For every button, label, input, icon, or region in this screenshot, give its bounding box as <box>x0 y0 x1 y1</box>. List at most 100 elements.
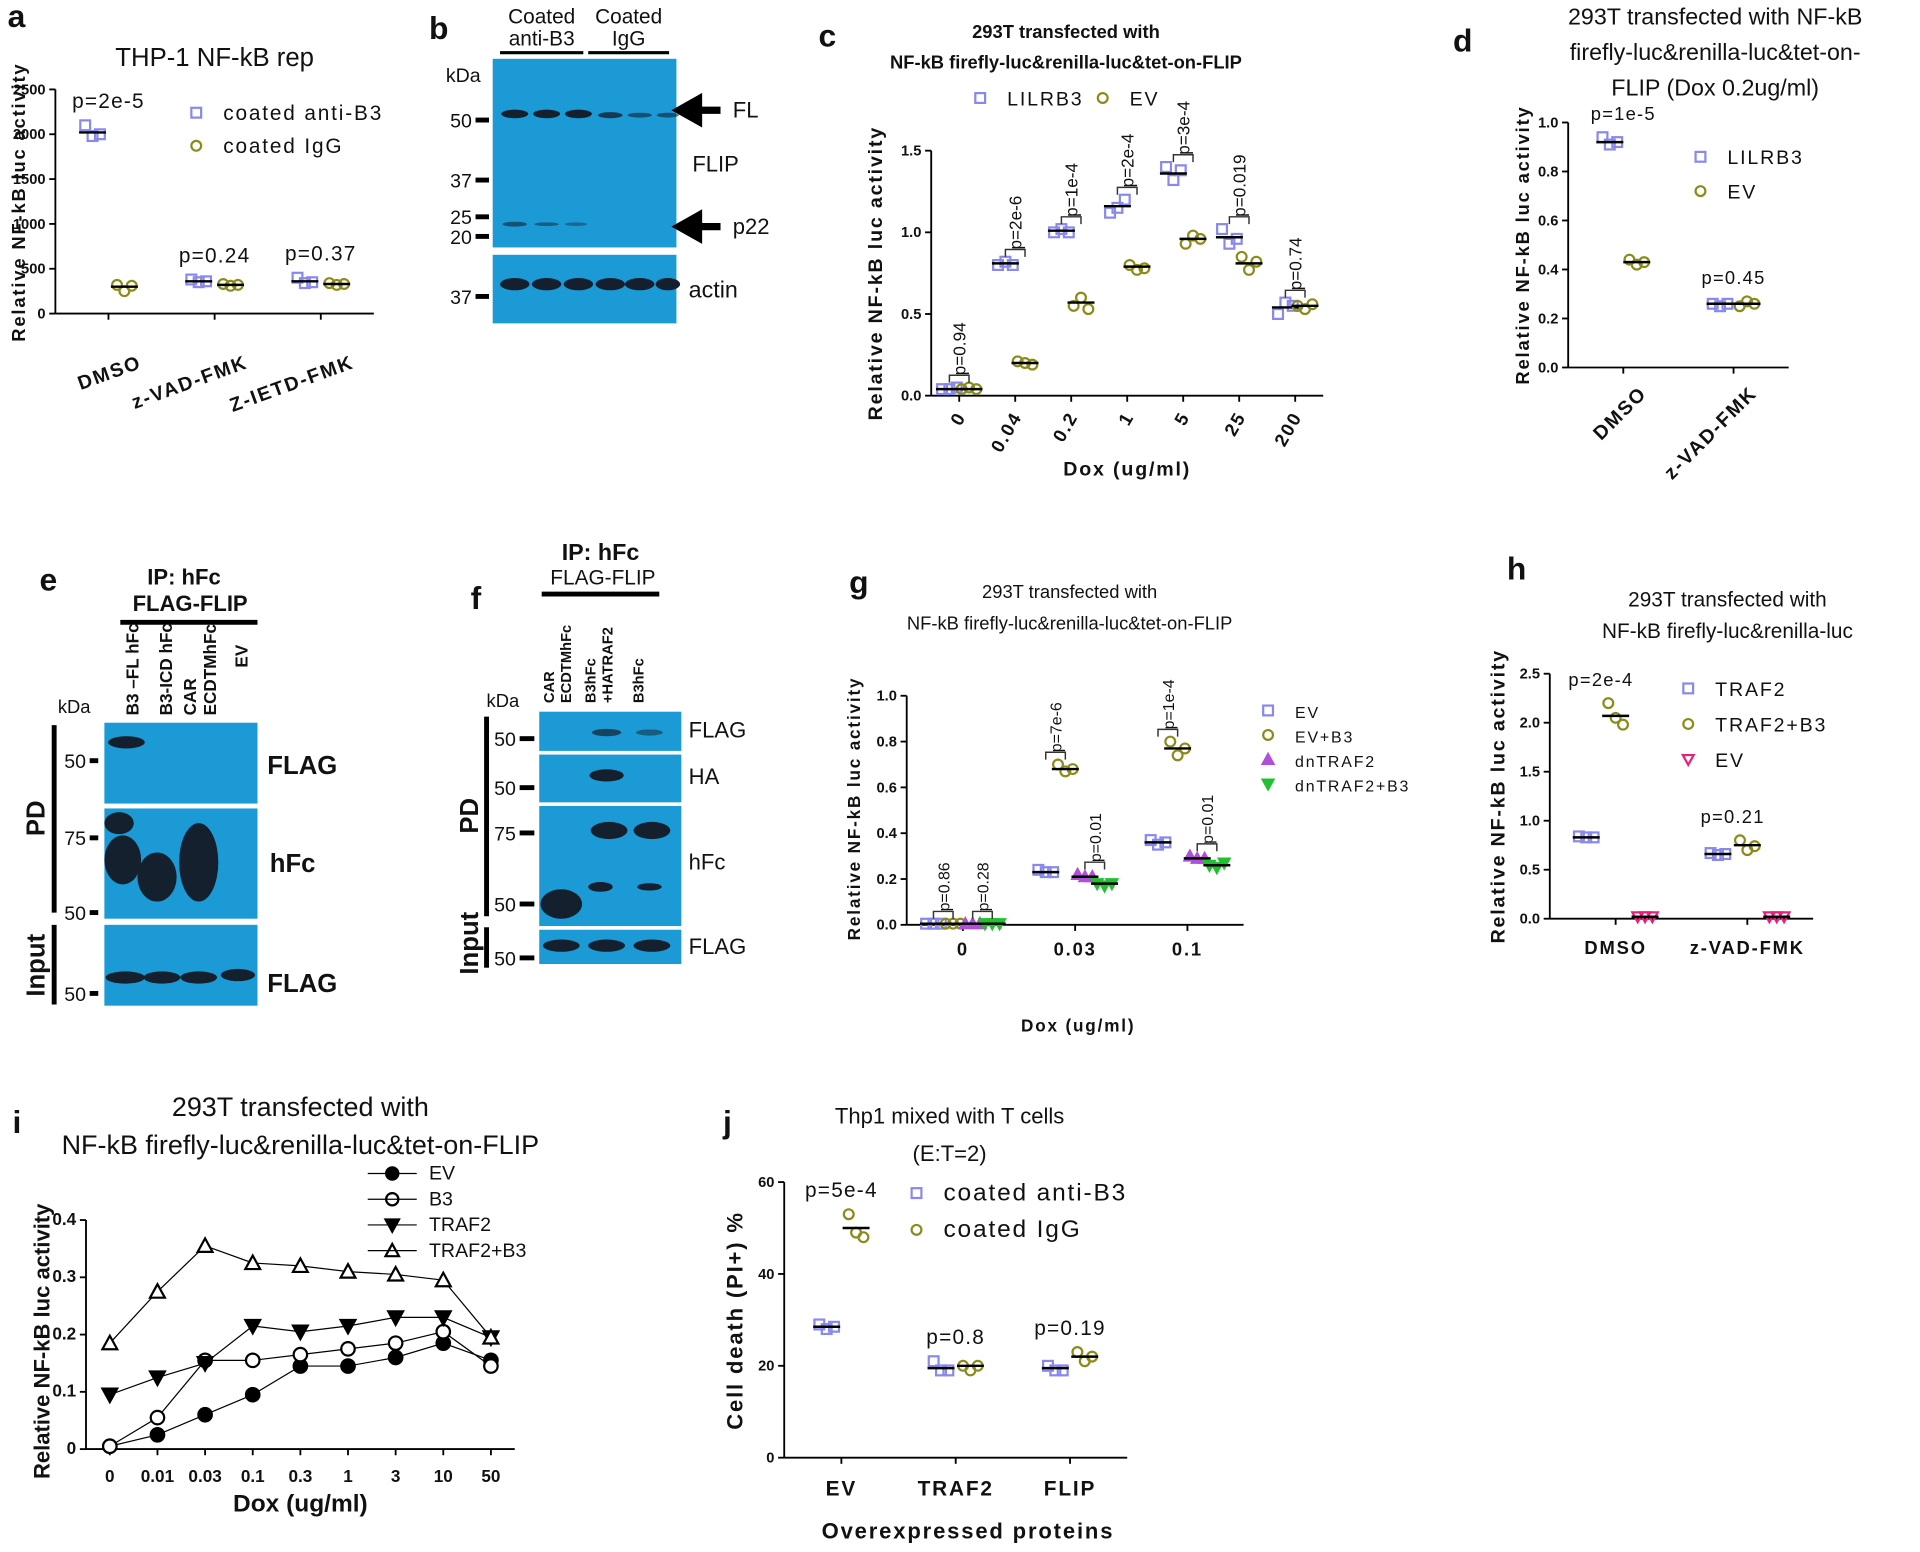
marker <box>1179 237 1192 250</box>
x-tick-label: z-VAD-FMK <box>1690 937 1805 958</box>
marker <box>387 1335 404 1352</box>
marker <box>1630 258 1643 271</box>
marker <box>386 1264 405 1282</box>
p-value: p=3e-4 <box>1173 100 1193 154</box>
chart-title: 293T transfected with <box>172 1092 429 1122</box>
p-value: p=5e-4 <box>805 1179 878 1202</box>
panel-letter: g <box>849 564 868 600</box>
blot-label: actin <box>689 277 738 303</box>
chart-title: 293T transfected with NF-kB <box>1568 3 1862 29</box>
marker <box>185 273 198 286</box>
ip-header: IP: hFc <box>147 564 220 589</box>
legend-label: EV <box>1130 88 1160 110</box>
p-value: p=1e-5 <box>1591 103 1656 124</box>
arrow <box>671 209 721 244</box>
lane-label: CAR <box>180 678 200 716</box>
mw-ticks <box>475 117 490 299</box>
legend-marker <box>1262 728 1275 741</box>
legend-label: coated anti-B3 <box>223 102 383 125</box>
y-tick-label: 0.6 <box>1538 213 1558 229</box>
marker <box>1230 232 1243 245</box>
y-axis-label: Relative NF-kB luc activity <box>8 63 29 342</box>
x-tick-label: 5 <box>1170 408 1194 429</box>
y-tick-label: 0.2 <box>1538 311 1558 327</box>
x-tick-label: DMSO <box>75 352 145 395</box>
marker <box>1616 718 1630 731</box>
marker <box>1174 164 1187 177</box>
marker <box>243 1318 263 1336</box>
legend-label: EV <box>1715 750 1745 772</box>
marker <box>1056 1364 1069 1377</box>
legend-marker <box>190 106 203 119</box>
legend-label: dnTRAF2+B3 <box>1295 778 1410 795</box>
marker <box>1062 226 1075 239</box>
lane-label: B3hFc <box>584 658 600 703</box>
mw-marker: 25 <box>450 207 472 229</box>
lane-label: EV <box>232 644 252 667</box>
marker <box>1171 749 1184 762</box>
x-tick-label: FLIP <box>1044 1478 1096 1501</box>
x-tick-label: 0 <box>946 408 970 429</box>
marker <box>820 1323 833 1336</box>
bands <box>540 728 671 952</box>
y-tick-label: 40 <box>758 1267 774 1283</box>
chart-title: NF-kB firefly-luc&renilla-luc <box>1602 620 1853 643</box>
y-tick-label: 1.5 <box>901 144 921 160</box>
marker <box>1138 262 1151 275</box>
y-tick-label: 2.5 <box>1520 667 1540 683</box>
blot-image <box>104 722 258 804</box>
kda: kDa <box>58 696 91 717</box>
y-tick-label: 1500 <box>13 172 46 188</box>
blot-label: FLIP <box>692 151 739 176</box>
blot-image <box>104 924 258 1006</box>
chart-title: (E:T=2) <box>913 1141 987 1166</box>
marker <box>101 1438 118 1455</box>
y-tick-label: 1.0 <box>1538 115 1558 131</box>
mw-marker: 20 <box>450 227 472 249</box>
bracket <box>1116 186 1138 195</box>
y-tick-label: 20 <box>758 1359 774 1375</box>
y-tick-label: 0.5 <box>901 307 921 323</box>
y-tick-label: 0.4 <box>1538 262 1559 278</box>
mw-marker: 75 <box>494 823 516 845</box>
bracket <box>1045 751 1067 760</box>
bracket <box>932 910 954 919</box>
mw-marker: 50 <box>494 948 516 970</box>
y-tick-label: 1.0 <box>1520 814 1540 830</box>
marker <box>1152 838 1165 851</box>
p-value: p=0.74 <box>1285 237 1305 290</box>
mw-marker: 37 <box>450 170 472 192</box>
legend-label: B3 <box>429 1188 453 1210</box>
marker <box>197 1406 213 1423</box>
panel-letter: h <box>1507 550 1526 586</box>
marker <box>244 1386 261 1403</box>
chart-panel-d: d 293T transfected with NF-kB firefly-luc&… <box>1453 3 1862 483</box>
mw-marker: 50 <box>450 110 472 132</box>
x-tick-label: 3 <box>391 1466 401 1486</box>
x-tick-label: 0 <box>105 1466 115 1486</box>
blot-e: e IP: hFc FLAG-FLIP B3 –FL hFc B3-ICD hF… <box>22 561 337 1005</box>
y-axis-label: Relative NF-kB luc activity <box>29 1203 54 1479</box>
legend-label: EV+B3 <box>1295 729 1354 746</box>
marker <box>942 1364 955 1377</box>
legend-label: TRAF2 <box>429 1214 491 1236</box>
y-tick-label: 1000 <box>13 217 46 233</box>
mw-marker: 50 <box>494 894 516 916</box>
p-value: p=0.94 <box>949 322 969 375</box>
marker <box>298 277 311 290</box>
marker <box>1006 258 1019 271</box>
y-tick-label: 0 <box>67 1438 77 1458</box>
marker <box>1216 857 1232 871</box>
group-label: PD <box>22 800 50 836</box>
y-tick-label: 2000 <box>13 127 46 143</box>
panel-letter: i <box>13 1104 22 1140</box>
y-tick-label: 1.0 <box>876 689 896 705</box>
x-tick-label: z-VAD-FMK <box>1660 382 1762 484</box>
p-value: p=2e-5 <box>72 90 145 113</box>
p-value: p=0.24 <box>179 244 251 267</box>
marker <box>1011 355 1024 368</box>
y-tick-label: 0.5 <box>1520 863 1540 879</box>
y-tick-label: 0.0 <box>876 918 896 934</box>
x-tick-label: 1 <box>1114 408 1138 429</box>
group-label: PD <box>456 798 484 834</box>
